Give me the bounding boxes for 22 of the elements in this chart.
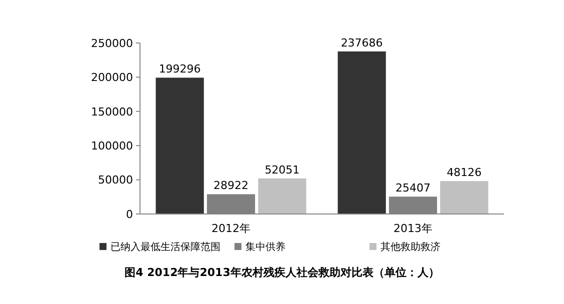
bar (338, 51, 386, 214)
legend-label: 集中供养 (246, 241, 286, 253)
data-label: 28922 (214, 179, 248, 192)
data-label: 48126 (446, 166, 482, 180)
y-tick-label: 200000 (91, 71, 133, 84)
data-label: 237686 (340, 36, 383, 50)
y-tick-label: 50000 (98, 174, 133, 187)
y-tick-label: 0 (126, 208, 133, 221)
y-tick-label: 100000 (91, 139, 133, 152)
data-label: 52051 (264, 163, 300, 176)
bar (156, 78, 204, 214)
data-label: 25407 (396, 182, 430, 195)
y-tick-label: 150000 (91, 105, 133, 118)
legend-label: 已纳入最低生活保障范围 (110, 241, 220, 253)
data-label: 199296 (158, 62, 201, 76)
x-tick-label: 2013年 (394, 222, 432, 235)
text: 图4 2012年与2013年农村残疾人社会救助对比表（单位：人） (124, 266, 440, 279)
bar (440, 181, 488, 214)
legend-label: 其他救助救济 (380, 241, 440, 253)
x-tick-label: 2012年 (212, 222, 250, 235)
y-tick-label: 250000 (91, 36, 133, 50)
bar (258, 178, 306, 214)
